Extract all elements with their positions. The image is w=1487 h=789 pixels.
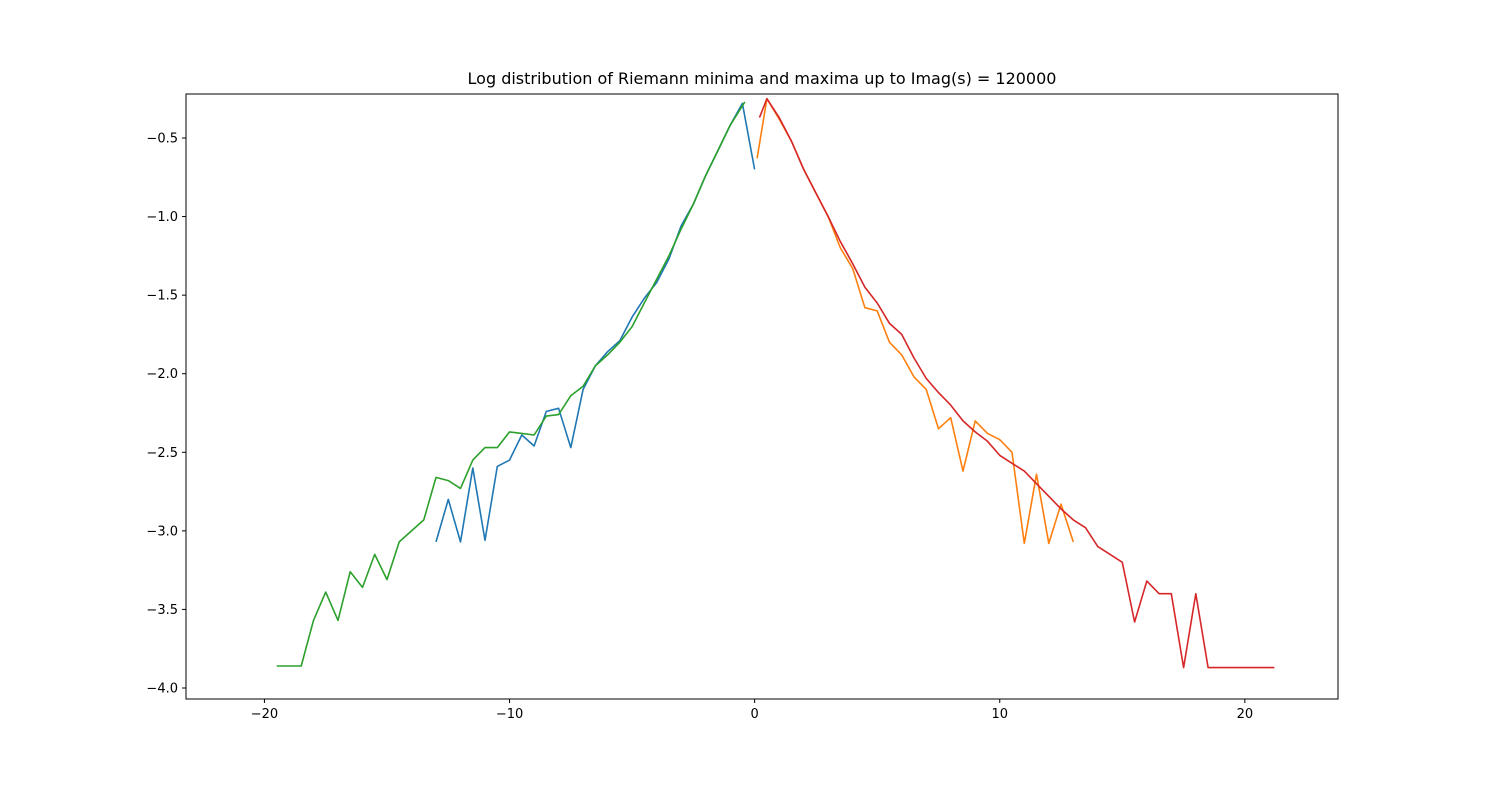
y-tick-label: −0.5 [146,132,178,147]
chart-title: Log distribution of Riemann minima and m… [467,69,1057,88]
y-tick-label: −1.5 [146,289,178,304]
series-line-1 [435,102,756,543]
plot-frame [185,93,1339,700]
y-tick-label: −3.0 [146,524,178,539]
y-tick-label: −1.0 [146,210,178,225]
y-tick-label: −2.0 [146,367,178,382]
x-tick-label: 20 [1237,707,1254,722]
series-line-2 [276,101,746,667]
y-tick-label: −3.5 [146,603,178,618]
series-line-3 [756,97,1075,545]
x-tick-label: −20 [251,707,278,722]
y-tick-label: −2.5 [146,446,178,461]
y-tick-label: −4.0 [146,682,178,697]
x-tick-label: −10 [496,707,523,722]
x-tick-label: 0 [751,707,759,722]
series-line-4 [758,97,1275,669]
x-tick-label: 10 [991,707,1008,722]
